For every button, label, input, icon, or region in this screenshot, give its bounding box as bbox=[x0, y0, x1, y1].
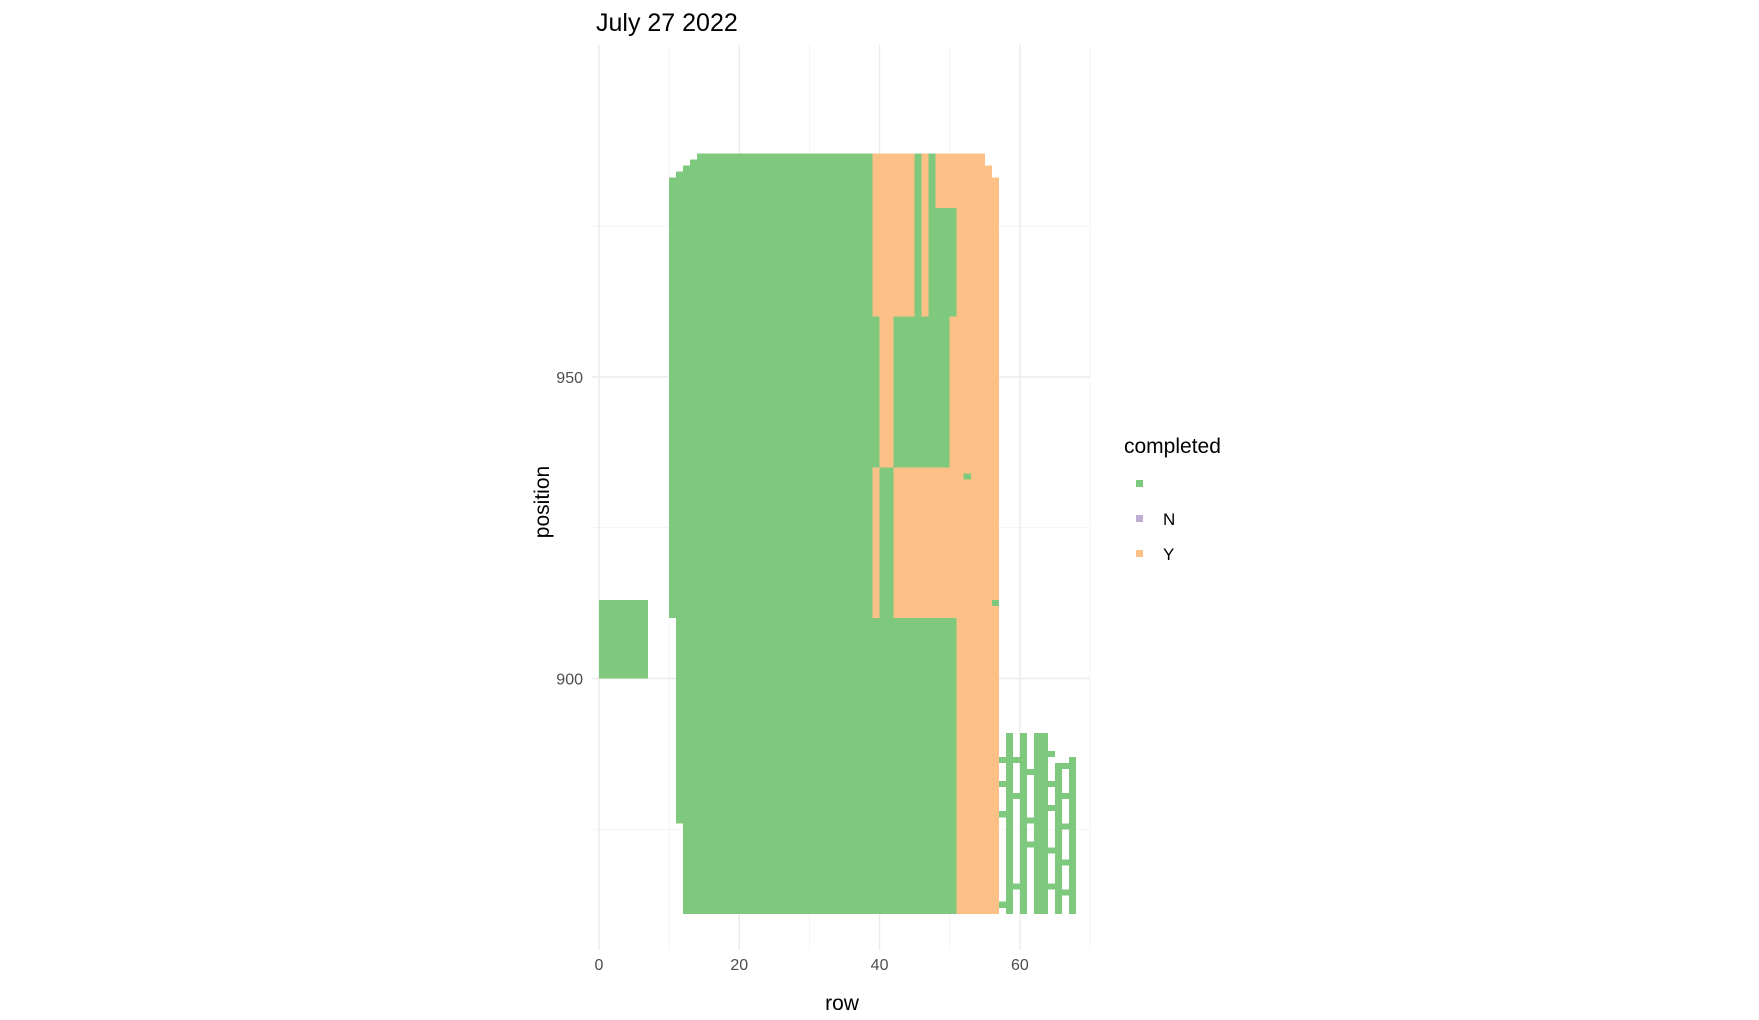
heatmap-cell bbox=[1026, 769, 1034, 776]
heatmap-cell bbox=[1047, 805, 1055, 812]
heatmap-cell bbox=[676, 618, 957, 824]
heatmap-cell bbox=[1033, 732, 1041, 914]
heatmap-cells bbox=[599, 153, 1076, 914]
heatmap-cell bbox=[914, 153, 922, 317]
heatmap-cell bbox=[1026, 817, 1034, 824]
heatmap-cell bbox=[1047, 847, 1055, 854]
heatmap-cell bbox=[886, 467, 894, 619]
heatmap-cell bbox=[963, 473, 971, 480]
legend-label: Y bbox=[1163, 545, 1174, 564]
heatmap-cell bbox=[928, 153, 936, 317]
heatmap-cell bbox=[893, 316, 950, 468]
y-tick-label: 950 bbox=[556, 370, 583, 387]
x-tick-label: 40 bbox=[871, 957, 889, 974]
heatmap-cell bbox=[893, 467, 957, 619]
heatmap-cell bbox=[1068, 756, 1076, 914]
heatmap-cell bbox=[1012, 793, 1020, 800]
heatmap-cell bbox=[676, 171, 684, 619]
heatmap-cell bbox=[599, 600, 649, 679]
heatmap-cell bbox=[1061, 859, 1069, 866]
heatmap-cell bbox=[1047, 883, 1055, 890]
x-tick-label: 20 bbox=[730, 957, 748, 974]
heatmap-cell bbox=[1054, 762, 1062, 914]
x-tick-label: 0 bbox=[595, 957, 604, 974]
legend-title: completed bbox=[1124, 435, 1221, 458]
heatmap-cell bbox=[886, 153, 915, 317]
y-axis-label: position bbox=[531, 466, 554, 538]
heatmap-cell bbox=[879, 467, 887, 619]
heatmap-cell bbox=[1061, 762, 1069, 769]
heatmap-cell bbox=[886, 316, 894, 468]
heatmap-cell bbox=[935, 153, 957, 208]
legend-key bbox=[1136, 550, 1143, 557]
chart-title: July 27 2022 bbox=[596, 9, 738, 37]
legend-key bbox=[1136, 480, 1143, 487]
x-tick-label: 60 bbox=[1011, 957, 1029, 974]
heatmap-cell bbox=[1005, 732, 1013, 914]
heatmap-cell bbox=[1019, 732, 1027, 914]
heatmap-cell bbox=[935, 207, 957, 317]
heatmap-cell bbox=[1012, 756, 1020, 763]
heatmap-cell bbox=[683, 165, 691, 619]
heatmap-cell bbox=[1040, 732, 1048, 914]
heatmap-cell bbox=[690, 159, 698, 619]
heatmap-cell bbox=[669, 177, 677, 619]
heatmap-cell bbox=[872, 316, 880, 468]
legend-key bbox=[1136, 515, 1143, 522]
heatmap-cell bbox=[1061, 823, 1069, 830]
heatmap-cell bbox=[872, 153, 887, 317]
heatmap-cell bbox=[998, 901, 1006, 908]
x-axis-label: row bbox=[825, 992, 860, 1015]
heatmap-cell bbox=[1061, 793, 1069, 800]
heatmap-cell bbox=[991, 177, 999, 914]
legend: completed NY bbox=[1124, 435, 1221, 564]
heatmap-cell bbox=[683, 823, 957, 914]
heatmap-cell bbox=[921, 153, 929, 287]
heatmap-cell bbox=[998, 781, 1006, 788]
heatmap-cell bbox=[998, 756, 1006, 763]
heatmap-cell bbox=[1026, 841, 1034, 848]
heatmap-cell bbox=[879, 316, 887, 468]
y-tick-label: 900 bbox=[556, 672, 583, 689]
heatmap-cell bbox=[1061, 889, 1069, 896]
heatmap-cell bbox=[1012, 883, 1020, 890]
heatmap-cell bbox=[984, 165, 992, 914]
legend-entries: NY bbox=[1136, 480, 1175, 564]
heatmap-cell bbox=[872, 467, 880, 619]
legend-label: N bbox=[1163, 510, 1175, 529]
heatmap-cell bbox=[1047, 781, 1055, 788]
heatmap-cell bbox=[991, 600, 999, 607]
heatmap-cell bbox=[956, 153, 985, 914]
heatmap-cell bbox=[998, 811, 1006, 818]
heatmap-cell bbox=[921, 286, 929, 317]
y-axis-ticks: 900 950 bbox=[556, 370, 583, 689]
x-axis-ticks: 0 20 40 60 bbox=[595, 957, 1029, 974]
heatmap-cell bbox=[949, 316, 957, 468]
heatmap-cell bbox=[1047, 750, 1055, 757]
heatmap-cell bbox=[697, 153, 873, 619]
